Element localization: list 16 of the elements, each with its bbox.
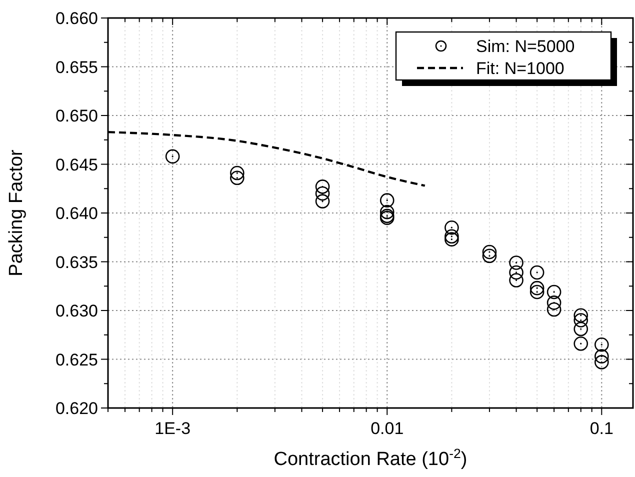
x-tick-label: 1E-3 (154, 419, 191, 438)
y-tick-label: 0.650 (55, 106, 98, 126)
y-axis-title: Packing Factor (6, 148, 27, 276)
y-tick-label: 0.620 (55, 399, 98, 418)
legend-label: Fit: N=1000 (476, 59, 564, 78)
x-axis-title: Contraction Rate (10$^{-2}$) (274, 446, 468, 470)
y-tick-label: 0.655 (55, 58, 98, 77)
y-tick-label: 0.640 (55, 204, 98, 223)
y-tick-label: 0.635 (55, 252, 98, 272)
x-tick-label: 0.1 (590, 419, 614, 438)
y-tick-label: 0.630 (55, 302, 98, 320)
y-tick-label: 0.660 (55, 9, 98, 28)
y-tick-label: 0.645 (55, 155, 98, 174)
y-tick-label: 0.625 (55, 350, 98, 370)
x-tick-label: 0.01 (370, 419, 404, 438)
legend-label: Sim: N=5000 (476, 37, 575, 56)
